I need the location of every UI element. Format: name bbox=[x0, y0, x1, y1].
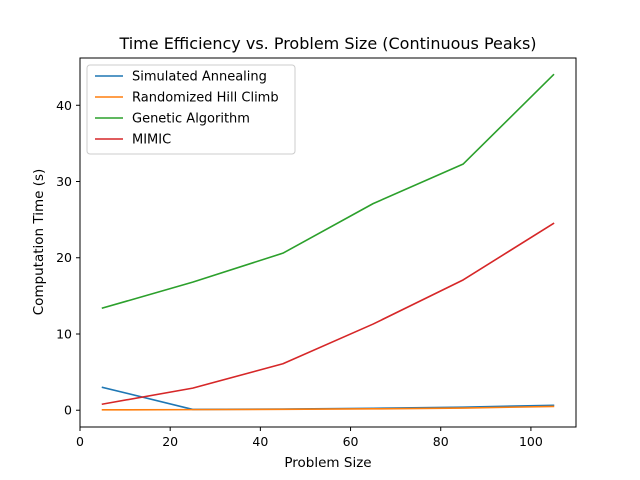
legend-label: Simulated Annealing bbox=[132, 70, 267, 85]
x-tick-label: 40 bbox=[252, 434, 268, 449]
y-tick-label: 30 bbox=[56, 174, 72, 189]
x-tick-label: 100 bbox=[519, 434, 543, 449]
y-tick-label: 40 bbox=[56, 98, 72, 113]
legend-label: MIMIC bbox=[132, 133, 171, 148]
axes-frame bbox=[79, 57, 577, 428]
y-tick-label: 10 bbox=[56, 326, 72, 341]
legend-label: Genetic Algorithm bbox=[132, 112, 250, 127]
series-line bbox=[101, 222, 555, 406]
x-axis-label: Problem Size bbox=[284, 455, 371, 471]
legend-label: Randomized Hill Climb bbox=[132, 91, 279, 106]
x-tick-label: 20 bbox=[162, 434, 178, 449]
y-axis: 0 10 20 30 40 bbox=[56, 98, 80, 418]
y-tick-label: 0 bbox=[64, 403, 72, 418]
plot-area bbox=[101, 73, 555, 411]
chart-title: Time Efficiency vs. Problem Size (Contin… bbox=[118, 34, 536, 53]
series-line bbox=[101, 386, 555, 411]
series-line bbox=[101, 73, 555, 310]
legend-box bbox=[86, 64, 296, 155]
y-tick-label: 20 bbox=[56, 250, 72, 265]
x-tick-label: 0 bbox=[76, 434, 84, 449]
series-line bbox=[101, 405, 555, 411]
legend: Simulated Annealing Randomized Hill Climb… bbox=[86, 64, 296, 155]
x-tick-label: 80 bbox=[433, 434, 449, 449]
x-tick-label: 60 bbox=[343, 434, 359, 449]
x-axis: 0 20 40 60 80 100 bbox=[76, 427, 543, 449]
y-axis-label: Computation Time (s) bbox=[31, 169, 47, 316]
